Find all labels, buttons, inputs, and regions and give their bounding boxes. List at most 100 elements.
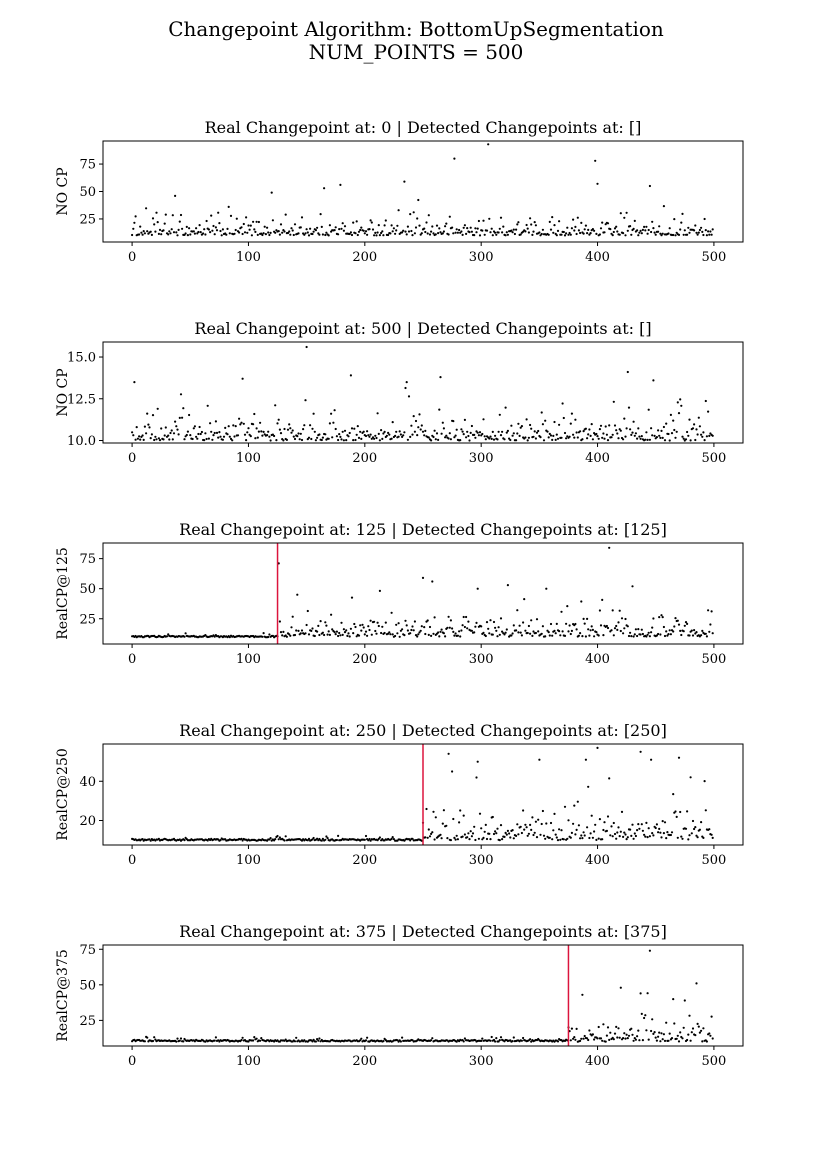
- figure-title: Changepoint Algorithm: BottomUpSegmentat…: [0, 18, 825, 64]
- data-point: [711, 228, 714, 231]
- x-tick-label: 400: [585, 1054, 610, 1069]
- data-point: [708, 828, 711, 831]
- data-point: [652, 227, 655, 230]
- data-point: [131, 431, 134, 434]
- data-point: [655, 823, 659, 826]
- data-point: [506, 584, 509, 587]
- data-point: [647, 631, 650, 634]
- data-point: [466, 627, 469, 630]
- data-point: [318, 633, 321, 637]
- data-point: [420, 625, 423, 628]
- data-point: [602, 1023, 605, 1026]
- data-point: [591, 228, 595, 231]
- data-point: [538, 758, 541, 761]
- data-point: [491, 815, 494, 819]
- data-point: [324, 621, 327, 624]
- data-point: [589, 832, 592, 835]
- data-point: [454, 231, 457, 234]
- data-point: [191, 437, 194, 441]
- data-point: [625, 1033, 628, 1036]
- data-point: [701, 629, 704, 633]
- data-point: [498, 227, 501, 230]
- data-point: [324, 233, 327, 237]
- data-point: [295, 1036, 298, 1039]
- data-point: [269, 231, 272, 234]
- y-axis-label: RealCP@250: [55, 748, 71, 841]
- data-point: [654, 1036, 657, 1039]
- data-point: [655, 1039, 659, 1042]
- data-point: [387, 431, 390, 434]
- data-point: [312, 412, 315, 415]
- data-point: [549, 434, 553, 437]
- data-point: [599, 1037, 603, 1040]
- data-point: [240, 226, 243, 229]
- data-point: [624, 234, 627, 237]
- data-point: [380, 231, 383, 235]
- data-point: [409, 632, 412, 635]
- data-point: [548, 836, 551, 839]
- y-tick-label: 15.0: [67, 351, 96, 366]
- data-point: [648, 635, 652, 638]
- data-point: [162, 438, 165, 441]
- y-axis-label: RealCP@125: [55, 547, 71, 640]
- data-point: [340, 227, 343, 230]
- data-point: [300, 438, 304, 442]
- data-point: [665, 630, 668, 633]
- data-point: [304, 399, 307, 402]
- data-point: [407, 395, 411, 398]
- data-point: [544, 635, 547, 638]
- data-point: [631, 1033, 634, 1036]
- data-point: [662, 205, 666, 208]
- data-point: [347, 435, 350, 438]
- data-point: [555, 836, 558, 839]
- data-point: [705, 234, 709, 237]
- data-point: [445, 434, 448, 437]
- data-point: [522, 1036, 525, 1040]
- data-point: [412, 211, 415, 214]
- data-point: [213, 1039, 216, 1042]
- data-point: [350, 233, 354, 237]
- data-point: [363, 232, 366, 235]
- data-point: [222, 435, 226, 438]
- data-point: [310, 629, 313, 633]
- data-point: [657, 230, 660, 233]
- data-point: [597, 1025, 600, 1029]
- axes-frame: [102, 944, 744, 1047]
- data-point: [696, 433, 699, 436]
- data-point: [626, 625, 629, 628]
- data-point: [688, 1014, 691, 1017]
- data-point: [376, 621, 379, 624]
- data-point: [373, 234, 376, 237]
- data-point: [586, 437, 589, 440]
- data-point: [427, 214, 430, 217]
- data-point: [605, 433, 609, 436]
- data-point: [411, 837, 414, 840]
- data-point: [285, 438, 288, 441]
- data-point: [650, 1029, 653, 1033]
- data-point: [163, 434, 166, 437]
- data-point: [346, 634, 349, 638]
- data-point: [624, 617, 627, 621]
- data-point: [381, 625, 384, 628]
- data-point: [321, 233, 324, 236]
- data-point: [441, 822, 444, 825]
- data-point: [454, 434, 457, 437]
- data-point: [431, 1037, 434, 1040]
- data-point: [348, 635, 351, 638]
- data-point: [540, 232, 543, 236]
- data-point: [142, 230, 145, 233]
- data-point: [601, 436, 604, 439]
- data-point: [702, 431, 705, 434]
- data-point: [659, 831, 662, 834]
- data-point: [131, 233, 134, 237]
- data-point: [278, 233, 281, 236]
- data-point: [295, 629, 298, 632]
- data-point: [534, 224, 538, 227]
- data-point: [238, 231, 241, 234]
- data-point: [551, 438, 554, 441]
- data-point: [476, 760, 479, 763]
- data-point: [405, 624, 408, 627]
- data-point: [622, 1037, 625, 1040]
- data-point: [653, 231, 656, 234]
- data-point: [492, 438, 496, 441]
